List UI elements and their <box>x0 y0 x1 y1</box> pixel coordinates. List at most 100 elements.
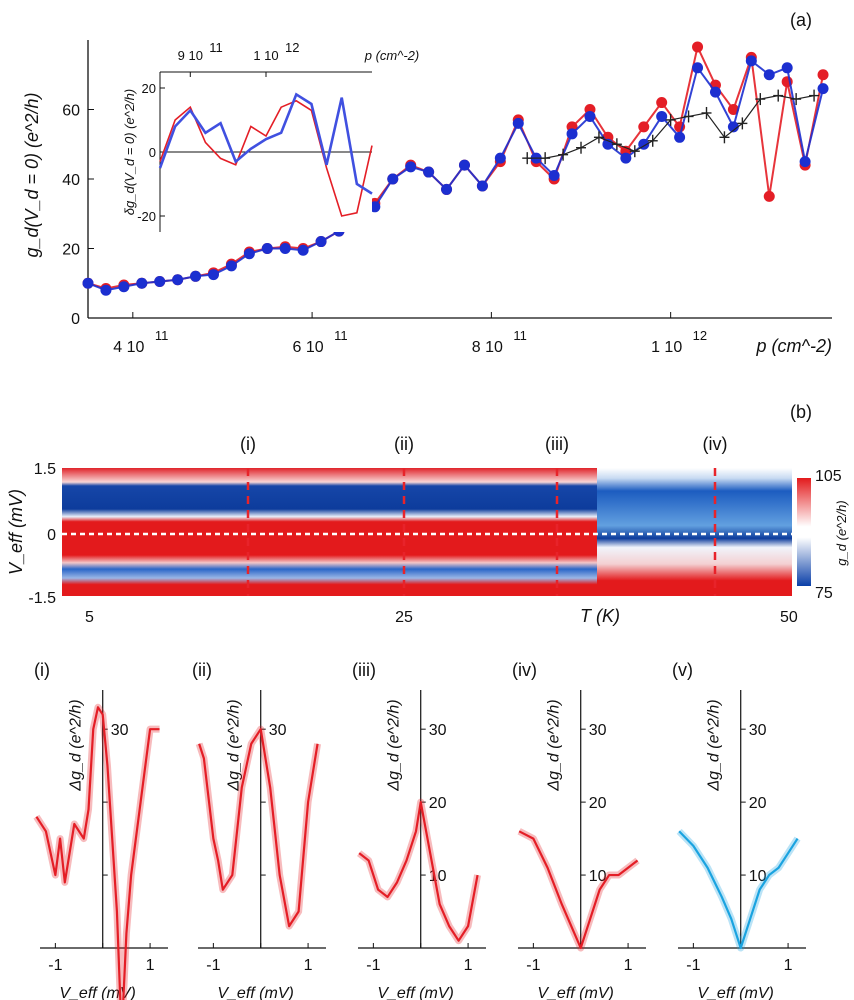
a-data-point <box>692 41 704 53</box>
heatmap-xtick-25: 25 <box>395 609 413 626</box>
a-data-point <box>548 170 560 182</box>
cut-panel: (ii) 30 -1 1 V_eff (mV) Δg_d (e^2/h) <box>192 660 326 1000</box>
cut-xtick-label: 1 <box>784 957 793 974</box>
a-xtick-label: 4 10 <box>113 339 144 356</box>
chart-a-main: 0 20 40 60 4 10 11 6 10 11 8 10 11 1 10 12 p (cm^-2)… <box>22 40 832 356</box>
cut-xtick-label: -1 <box>48 957 62 974</box>
inset-xtick-exponent: 12 <box>285 40 299 55</box>
a-data-point <box>727 104 739 115</box>
a-data-point <box>225 260 237 272</box>
a-data-point <box>243 248 255 260</box>
heatmap-xlabel: T (K) <box>580 606 620 626</box>
cut-ytick-label: 20 <box>429 795 447 812</box>
a-data-point <box>154 276 166 288</box>
a-data-point <box>369 201 381 213</box>
a-data-point <box>727 121 739 133</box>
a-data-point <box>584 110 596 122</box>
panel-label-b: (b) <box>790 402 812 422</box>
cut-ytick-label: 30 <box>589 722 607 739</box>
a-xtick-exponent: 11 <box>513 328 527 343</box>
heatmap-ytick-top: 1.5 <box>34 461 56 478</box>
a-data-point <box>100 284 112 296</box>
cut-xtick-label: -1 <box>206 957 220 974</box>
a-data-point <box>701 106 712 119</box>
a-series-blue <box>82 55 829 296</box>
a-ylabel: g_d(V_d = 0) (e^2/h) <box>22 92 42 257</box>
a-data-point <box>656 110 668 122</box>
heatmap-xtick-50: 50 <box>780 609 798 626</box>
inset-xtick-exponent: 11 <box>209 40 223 55</box>
cut-line <box>198 728 319 928</box>
cut-xtick-label: 1 <box>624 957 633 974</box>
a-data-point <box>136 277 148 289</box>
cut-xlabel: V_eff (mV) <box>697 985 773 1000</box>
a-data-point <box>683 110 694 123</box>
a-data-point <box>665 113 676 126</box>
a-data-point <box>755 93 766 106</box>
cut-xtick-label: 1 <box>304 957 313 974</box>
inset-series-blue <box>158 92 373 195</box>
a-data-point <box>118 281 130 293</box>
a-data-point <box>593 131 604 144</box>
a-data-point <box>458 159 470 171</box>
a-xtick-label: 8 10 <box>472 339 503 356</box>
heatmap-marker-label: (iv) <box>703 434 728 454</box>
a-data-point <box>773 89 784 102</box>
cut-line <box>358 801 479 942</box>
cut-panel: (iv) 10 20 30 -1 1 V_eff (mV) Δg_d (e^2/h) <box>512 660 646 1000</box>
cut-xlabel: V_eff (mV) <box>59 985 135 1000</box>
a-data-point <box>423 166 435 178</box>
a-data-point <box>387 173 399 185</box>
chart-b-heatmap: (i) (ii) (iii) (iv) 1.5 0 -1.5 V_eff (mV) 5… <box>6 434 849 626</box>
inset-xlabel: p (cm^-2) <box>364 48 420 63</box>
a-data-point <box>190 270 202 282</box>
cut-panel-label: (v) <box>672 660 693 680</box>
cut-ylabel: Δg_d (e^2/h) <box>546 699 563 791</box>
chart-c-cuts: (i)30-1 1V_eff (mV)Δg_d (e^2/h)(ii)30-1 1V… <box>33 660 806 1000</box>
a-data-point <box>817 83 829 95</box>
a-data-point <box>261 243 273 254</box>
a-xtick-exponent: 11 <box>334 328 348 343</box>
a-data-point <box>647 134 658 147</box>
a-data-point <box>620 152 632 164</box>
a-ytick-label: 60 <box>62 103 80 120</box>
cut-ytick-label: 10 <box>589 868 607 885</box>
inset-xtick-label: 9 10 <box>178 48 203 63</box>
a-xtick-label: 6 10 <box>293 339 324 356</box>
a-data-point <box>494 152 506 164</box>
a-data-point <box>809 89 820 102</box>
a-data-point <box>737 117 748 130</box>
heatmap-marker-label: (i) <box>240 434 256 454</box>
cut-ylabel: Δg_d (e^2/h) <box>68 699 85 791</box>
cut-line <box>518 830 639 950</box>
heatmap-marker-label: (ii) <box>394 434 414 454</box>
cut-xtick-label: -1 <box>526 957 540 974</box>
inset-ylabel: δg_d(V_d = 0) (e^2/h) <box>122 89 137 215</box>
a-data-point <box>566 128 578 140</box>
a-data-point <box>674 131 686 143</box>
cut-xlabel: V_eff (mV) <box>217 985 293 1000</box>
a-data-point <box>817 69 829 81</box>
inset-ytick-label: -20 <box>137 209 156 224</box>
a-data-point <box>279 243 291 254</box>
a-data-point <box>611 138 622 151</box>
cut-xtick-label: -1 <box>366 957 380 974</box>
a-xtick-label: 1 10 <box>651 339 682 356</box>
a-data-point <box>558 148 569 161</box>
cut-xlabel: V_eff (mV) <box>537 985 613 1000</box>
cut-panel-label: (i) <box>34 660 50 680</box>
cut-ytick-label: 20 <box>749 795 767 812</box>
heatmap-marker-label: (iii) <box>545 434 569 454</box>
colorbar-max: 105 <box>815 468 842 485</box>
a-data-point <box>297 244 309 256</box>
inset-ytick-label: 0 <box>149 145 156 160</box>
heatmap-ytick-mid: 0 <box>47 527 56 544</box>
heatmap-ytick-bottom: -1.5 <box>28 590 56 607</box>
heatmap-area-left <box>62 468 597 596</box>
cut-line <box>35 706 160 1000</box>
a-xtick-exponent: 12 <box>693 328 707 343</box>
colorbar-min: 75 <box>815 585 833 602</box>
cut-ytick-label: 30 <box>111 722 129 739</box>
cut-panel: (v) 10 20 30 -1 1 V_eff (mV) Δg_d (e^2/h) <box>672 660 806 1000</box>
